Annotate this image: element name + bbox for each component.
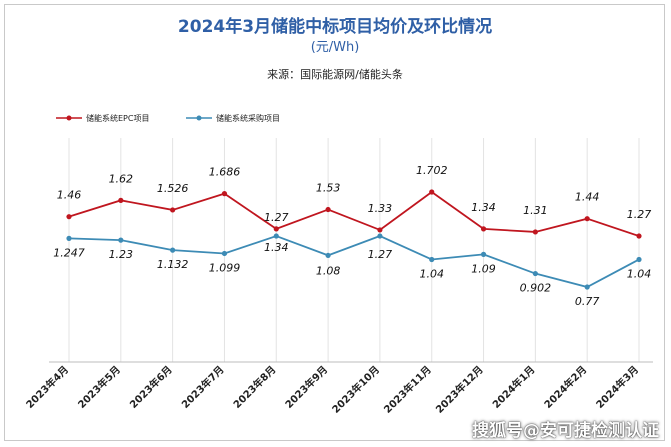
- data-label: 1.526: [157, 182, 189, 195]
- data-label: 1.23: [109, 248, 134, 261]
- data-label: 1.09: [471, 262, 496, 275]
- data-point: [170, 247, 176, 253]
- chart-title: 2024年3月储能中标项目均价及环比情况: [178, 16, 492, 37]
- data-point: [377, 233, 383, 239]
- data-point: [221, 191, 228, 197]
- x-tick-label: 2023年8月: [230, 363, 278, 411]
- data-point: [584, 216, 590, 222]
- data-point: [636, 256, 642, 263]
- data-point: [273, 226, 279, 232]
- data-label: 1.44: [575, 191, 600, 204]
- x-tick-label: 2023年6月: [127, 363, 175, 411]
- data-label: 1.04: [419, 267, 444, 280]
- data-point: [429, 256, 435, 263]
- data-label: 1.31: [523, 204, 548, 217]
- data-point: [66, 235, 72, 241]
- legend-item-procure: 储能系统采购项目: [186, 113, 280, 123]
- legend: 储能系统EPC项目 储能系统采购项目: [56, 113, 280, 123]
- x-tick-label: 2024年2月: [541, 363, 589, 411]
- legend-label-epc: 储能系统EPC项目: [86, 113, 149, 123]
- chart-frame: [4, 4, 665, 441]
- data-label: 0.77: [575, 295, 600, 308]
- data-point: [66, 214, 72, 220]
- data-point: [325, 252, 331, 259]
- data-label: 1.34: [264, 241, 289, 254]
- data-label: 1.34: [471, 201, 496, 214]
- legend-item-epc: 储能系统EPC项目: [56, 113, 149, 123]
- data-label: 0.902: [520, 282, 552, 295]
- data-point: [480, 251, 487, 257]
- data-label: 1.247: [53, 246, 85, 259]
- data-label: 1.702: [416, 164, 448, 177]
- data-label: 1.099: [209, 261, 241, 274]
- data-point: [221, 250, 228, 257]
- data-point: [273, 233, 279, 239]
- data-label: 1.33: [368, 202, 393, 215]
- data-point: [377, 227, 383, 233]
- data-label: 1.62: [109, 172, 134, 185]
- grid-lines: [49, 138, 653, 363]
- x-tick-label: 2023年4月: [23, 363, 71, 411]
- series-line: [68, 235, 640, 288]
- data-point: [532, 270, 538, 277]
- series-procure: 1.247 1.23 1.132 1.099 1.27 1.08 1.27 1.04 1.09 0…: [53, 211, 651, 308]
- data-point: [532, 229, 538, 235]
- watermark: 搜狐号@安可捷检测认证: [472, 421, 659, 441]
- data-label: 1.27: [627, 208, 652, 221]
- data-label: 1.27: [368, 248, 393, 261]
- chart-source: 来源：国际能源网/储能头条: [267, 67, 403, 81]
- x-tick-label: 2023年5月: [75, 363, 123, 411]
- x-tick-label: 2023年12月: [433, 363, 486, 416]
- x-axis: 2023年4月 2023年5月 2023年6月 2023年7月 2023年8月 2023年…: [23, 363, 641, 416]
- legend-label-procure: 储能系统采购项目: [216, 113, 280, 123]
- data-point: [118, 237, 124, 243]
- data-point: [170, 207, 176, 213]
- data-point: [325, 206, 331, 213]
- x-tick-label: 2024年1月: [490, 363, 538, 411]
- series-epc: 1.46 1.62 1.526 1.686 1.34 1.53 1.33 1.702 1.34 1…: [57, 164, 652, 254]
- data-point: [118, 197, 124, 203]
- data-label: 1.686: [209, 166, 241, 179]
- x-tick-label: 2023年9月: [282, 363, 330, 411]
- data-label: 1.53: [316, 182, 341, 195]
- data-label: 1.08: [316, 264, 341, 277]
- data-label: 1.27: [264, 211, 289, 224]
- chart-subtitle: (元/Wh): [311, 40, 360, 55]
- x-tick-label: 2023年11月: [381, 363, 434, 416]
- series-line: [68, 190, 640, 237]
- data-label: 1.132: [157, 258, 189, 271]
- x-tick-label: 2024年3月: [593, 363, 641, 411]
- x-tick-label: 2023年10月: [329, 363, 382, 416]
- data-point: [429, 189, 435, 195]
- data-point: [584, 284, 590, 290]
- x-tick-label: 2023年7月: [179, 363, 227, 411]
- data-point: [480, 226, 487, 232]
- data-label: 1.04: [627, 267, 652, 280]
- data-point: [636, 233, 642, 239]
- data-label: 1.46: [57, 189, 82, 202]
